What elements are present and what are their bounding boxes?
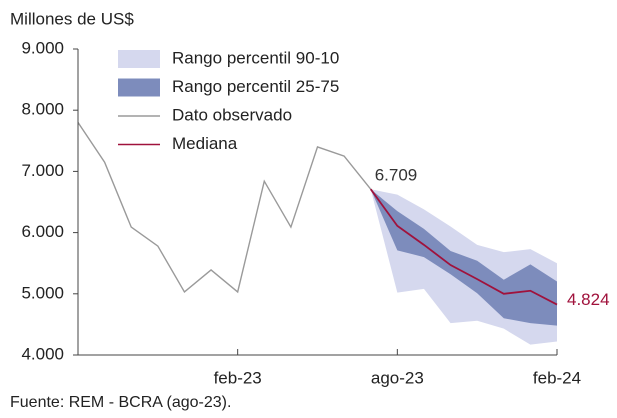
legend-swatch bbox=[118, 78, 160, 97]
line bbox=[77, 122, 372, 294]
value-label: 4.824 bbox=[567, 290, 610, 309]
y-tick-label: 4.000 bbox=[21, 344, 64, 363]
y-tick-label: 7.000 bbox=[21, 161, 64, 180]
x-tick-label: ago-23 bbox=[371, 368, 424, 387]
legend-label: Rango percentil 25-75 bbox=[172, 77, 339, 96]
y-tick-label: 9.000 bbox=[21, 38, 64, 57]
x-tick-label: feb-24 bbox=[533, 368, 581, 387]
x-tick-label: feb-23 bbox=[214, 368, 262, 387]
value-label: 6.709 bbox=[375, 166, 418, 185]
band bbox=[370, 189, 557, 326]
y-axis-title: Millones de US$ bbox=[10, 9, 134, 28]
legend-label: Rango percentil 90-10 bbox=[172, 48, 339, 67]
legend-label: Mediana bbox=[172, 134, 238, 153]
legend-swatch bbox=[118, 50, 160, 68]
legend-label: Dato observado bbox=[172, 105, 292, 124]
line bbox=[369, 188, 558, 306]
y-tick-label: 8.000 bbox=[21, 100, 64, 119]
source: Fuente: REM - BCRA (ago-23). bbox=[10, 394, 231, 411]
y-tick-label: 6.000 bbox=[21, 222, 64, 241]
y-tick-label: 5.000 bbox=[21, 283, 64, 302]
